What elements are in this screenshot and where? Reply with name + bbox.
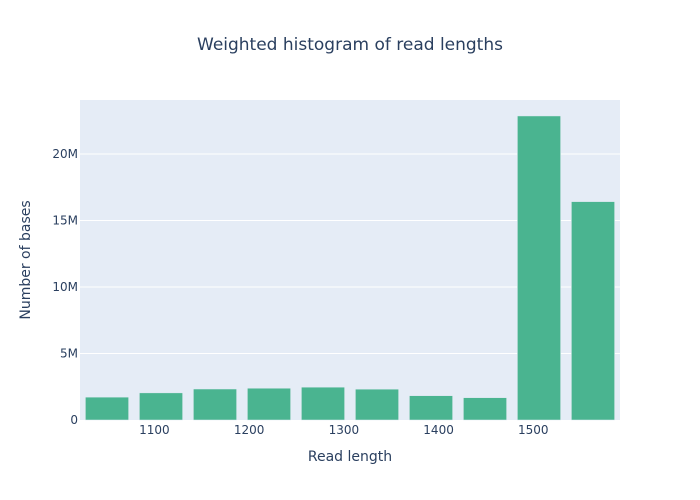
x-tick-label: 1500: [518, 423, 549, 437]
histogram-bar: [517, 115, 561, 421]
y-tick-label: 15M: [52, 213, 78, 227]
y-axis-ticks: 0 5M 10M 15M 20M: [52, 147, 78, 427]
y-axis-title: Number of bases: [18, 200, 34, 319]
histogram-bar: [301, 386, 345, 421]
x-tick-label: 1300: [329, 423, 360, 437]
histogram-bar: [409, 395, 453, 421]
x-tick-label: 1400: [423, 423, 454, 437]
histogram-bar: [571, 201, 615, 421]
x-axis-ticks: 1100 1200 1300 1400 1500: [139, 423, 548, 437]
chart-title: Weighted histogram of read lengths: [197, 35, 503, 55]
x-tick-label: 1200: [234, 423, 265, 437]
y-tick-label: 10M: [52, 280, 78, 294]
y-tick-label: 20M: [52, 147, 78, 161]
histogram-bar: [139, 392, 183, 421]
histogram-bar: [463, 397, 507, 421]
histogram-bar: [85, 396, 129, 421]
histogram-bar: [193, 388, 237, 421]
bars: [85, 115, 615, 421]
y-tick-label: 0: [70, 413, 78, 427]
histogram-bar: [247, 387, 291, 421]
histogram-bar: [355, 388, 399, 421]
x-axis-title: Read length: [308, 449, 392, 465]
x-tick-label: 1100: [139, 423, 170, 437]
y-tick-label: 5M: [60, 346, 78, 360]
